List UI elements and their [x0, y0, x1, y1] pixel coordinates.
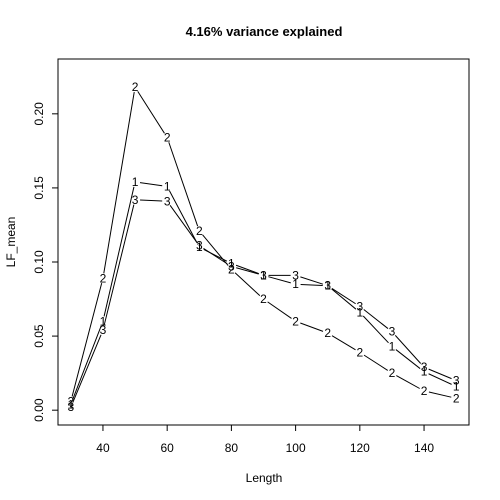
- data-point-label: 2: [356, 345, 363, 359]
- data-point-label: 3: [356, 299, 363, 313]
- data-point-label: 1: [132, 175, 139, 189]
- x-axis-title: Length: [246, 471, 283, 485]
- data-point-label: 3: [324, 279, 331, 293]
- y-tick-label: 0.00: [32, 398, 46, 422]
- x-tick-label: 60: [160, 441, 174, 455]
- data-point-label: 3: [260, 268, 267, 282]
- data-point-label: 3: [68, 400, 75, 414]
- x-tick-label: 80: [225, 441, 239, 455]
- data-point-label: 1: [164, 179, 171, 193]
- x-tick-label: 120: [350, 441, 370, 455]
- x-tick-label: 140: [414, 441, 434, 455]
- x-axis: 40 60 80 100 120 140: [96, 425, 434, 455]
- data-point-label: 2: [132, 80, 139, 94]
- data-point-label: 2: [389, 366, 396, 380]
- y-tick-label: 0.20: [32, 102, 46, 126]
- data-point-label: 3: [164, 194, 171, 208]
- x-tick-label: 40: [96, 441, 110, 455]
- y-tick-label: 0.10: [32, 250, 46, 274]
- data-point-label: 2: [164, 131, 171, 145]
- data-point-label: 3: [100, 323, 107, 337]
- data-point-label: 2: [260, 292, 267, 306]
- data-point-label: 3: [421, 360, 428, 374]
- y-tick-label: 0.05: [32, 324, 46, 348]
- y-axis-title: LF_mean: [4, 217, 18, 268]
- plot-frame: [58, 59, 469, 425]
- data-point-label: 2: [421, 384, 428, 398]
- y-tick-label: 0.15: [32, 176, 46, 200]
- data-point-label: 2: [196, 224, 203, 238]
- data-point-label: 3: [292, 268, 299, 282]
- x-tick-label: 100: [286, 441, 306, 455]
- data-point-label: 3: [196, 239, 203, 253]
- data-point-label: 2: [292, 314, 299, 328]
- data-point-label: 3: [132, 193, 139, 207]
- chart-title: 4.16% variance explained: [186, 24, 343, 39]
- data-point-label: 3: [389, 325, 396, 339]
- data-point-label: 2: [453, 391, 460, 405]
- data-point-label: 3: [228, 259, 235, 273]
- data-point-label: 1: [389, 339, 396, 353]
- data-point-label: 3: [453, 374, 460, 388]
- data-point-label: 2: [100, 271, 107, 285]
- y-axis: 0.00 0.05 0.10 0.15 0.20: [32, 102, 58, 422]
- data-point-label: 2: [324, 326, 331, 340]
